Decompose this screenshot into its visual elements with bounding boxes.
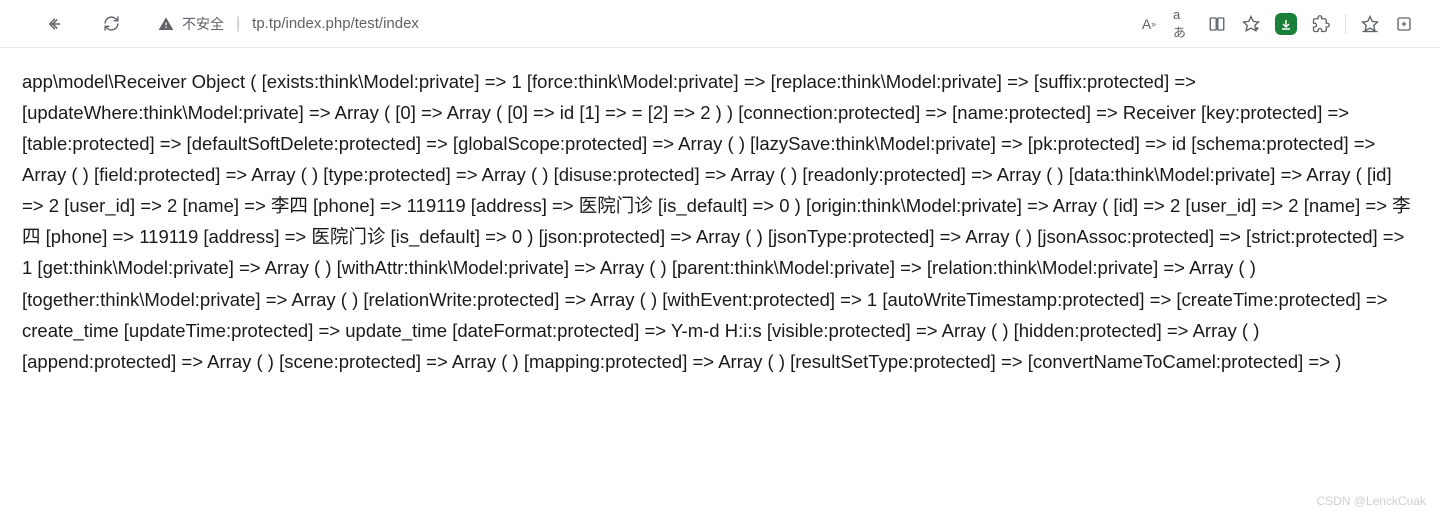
refresh-button[interactable] [102,15,120,33]
toolbar-right: A» aあ [1139,13,1414,35]
favorites-bar-icon[interactable] [1360,14,1380,34]
back-button[interactable] [46,15,64,33]
warning-icon [158,16,174,32]
toolbar-separator [1345,14,1346,34]
address-bar[interactable]: 不安全 | tp.tp/index.php/test/index [146,8,1127,40]
collections-icon[interactable] [1394,14,1414,34]
browser-toolbar: 不安全 | tp.tp/index.php/test/index A» aあ [0,0,1440,48]
page-content: app\model\Receiver Object ( [exists:thin… [0,48,1440,395]
address-divider: | [236,15,240,33]
watermark: CSDN @LenckCuak [1316,494,1426,508]
extensions-icon[interactable] [1311,14,1331,34]
translate-icon[interactable]: aあ [1173,14,1193,34]
security-label: 不安全 [182,14,224,34]
php-dump-output: app\model\Receiver Object ( [exists:thin… [22,71,1411,372]
url-text: tp.tp/index.php/test/index [252,15,419,32]
read-aloud-icon[interactable]: A» [1139,14,1159,34]
split-screen-icon[interactable] [1207,14,1227,34]
downloads-icon[interactable] [1275,13,1297,35]
favorites-icon[interactable] [1241,14,1261,34]
nav-buttons [46,15,120,33]
